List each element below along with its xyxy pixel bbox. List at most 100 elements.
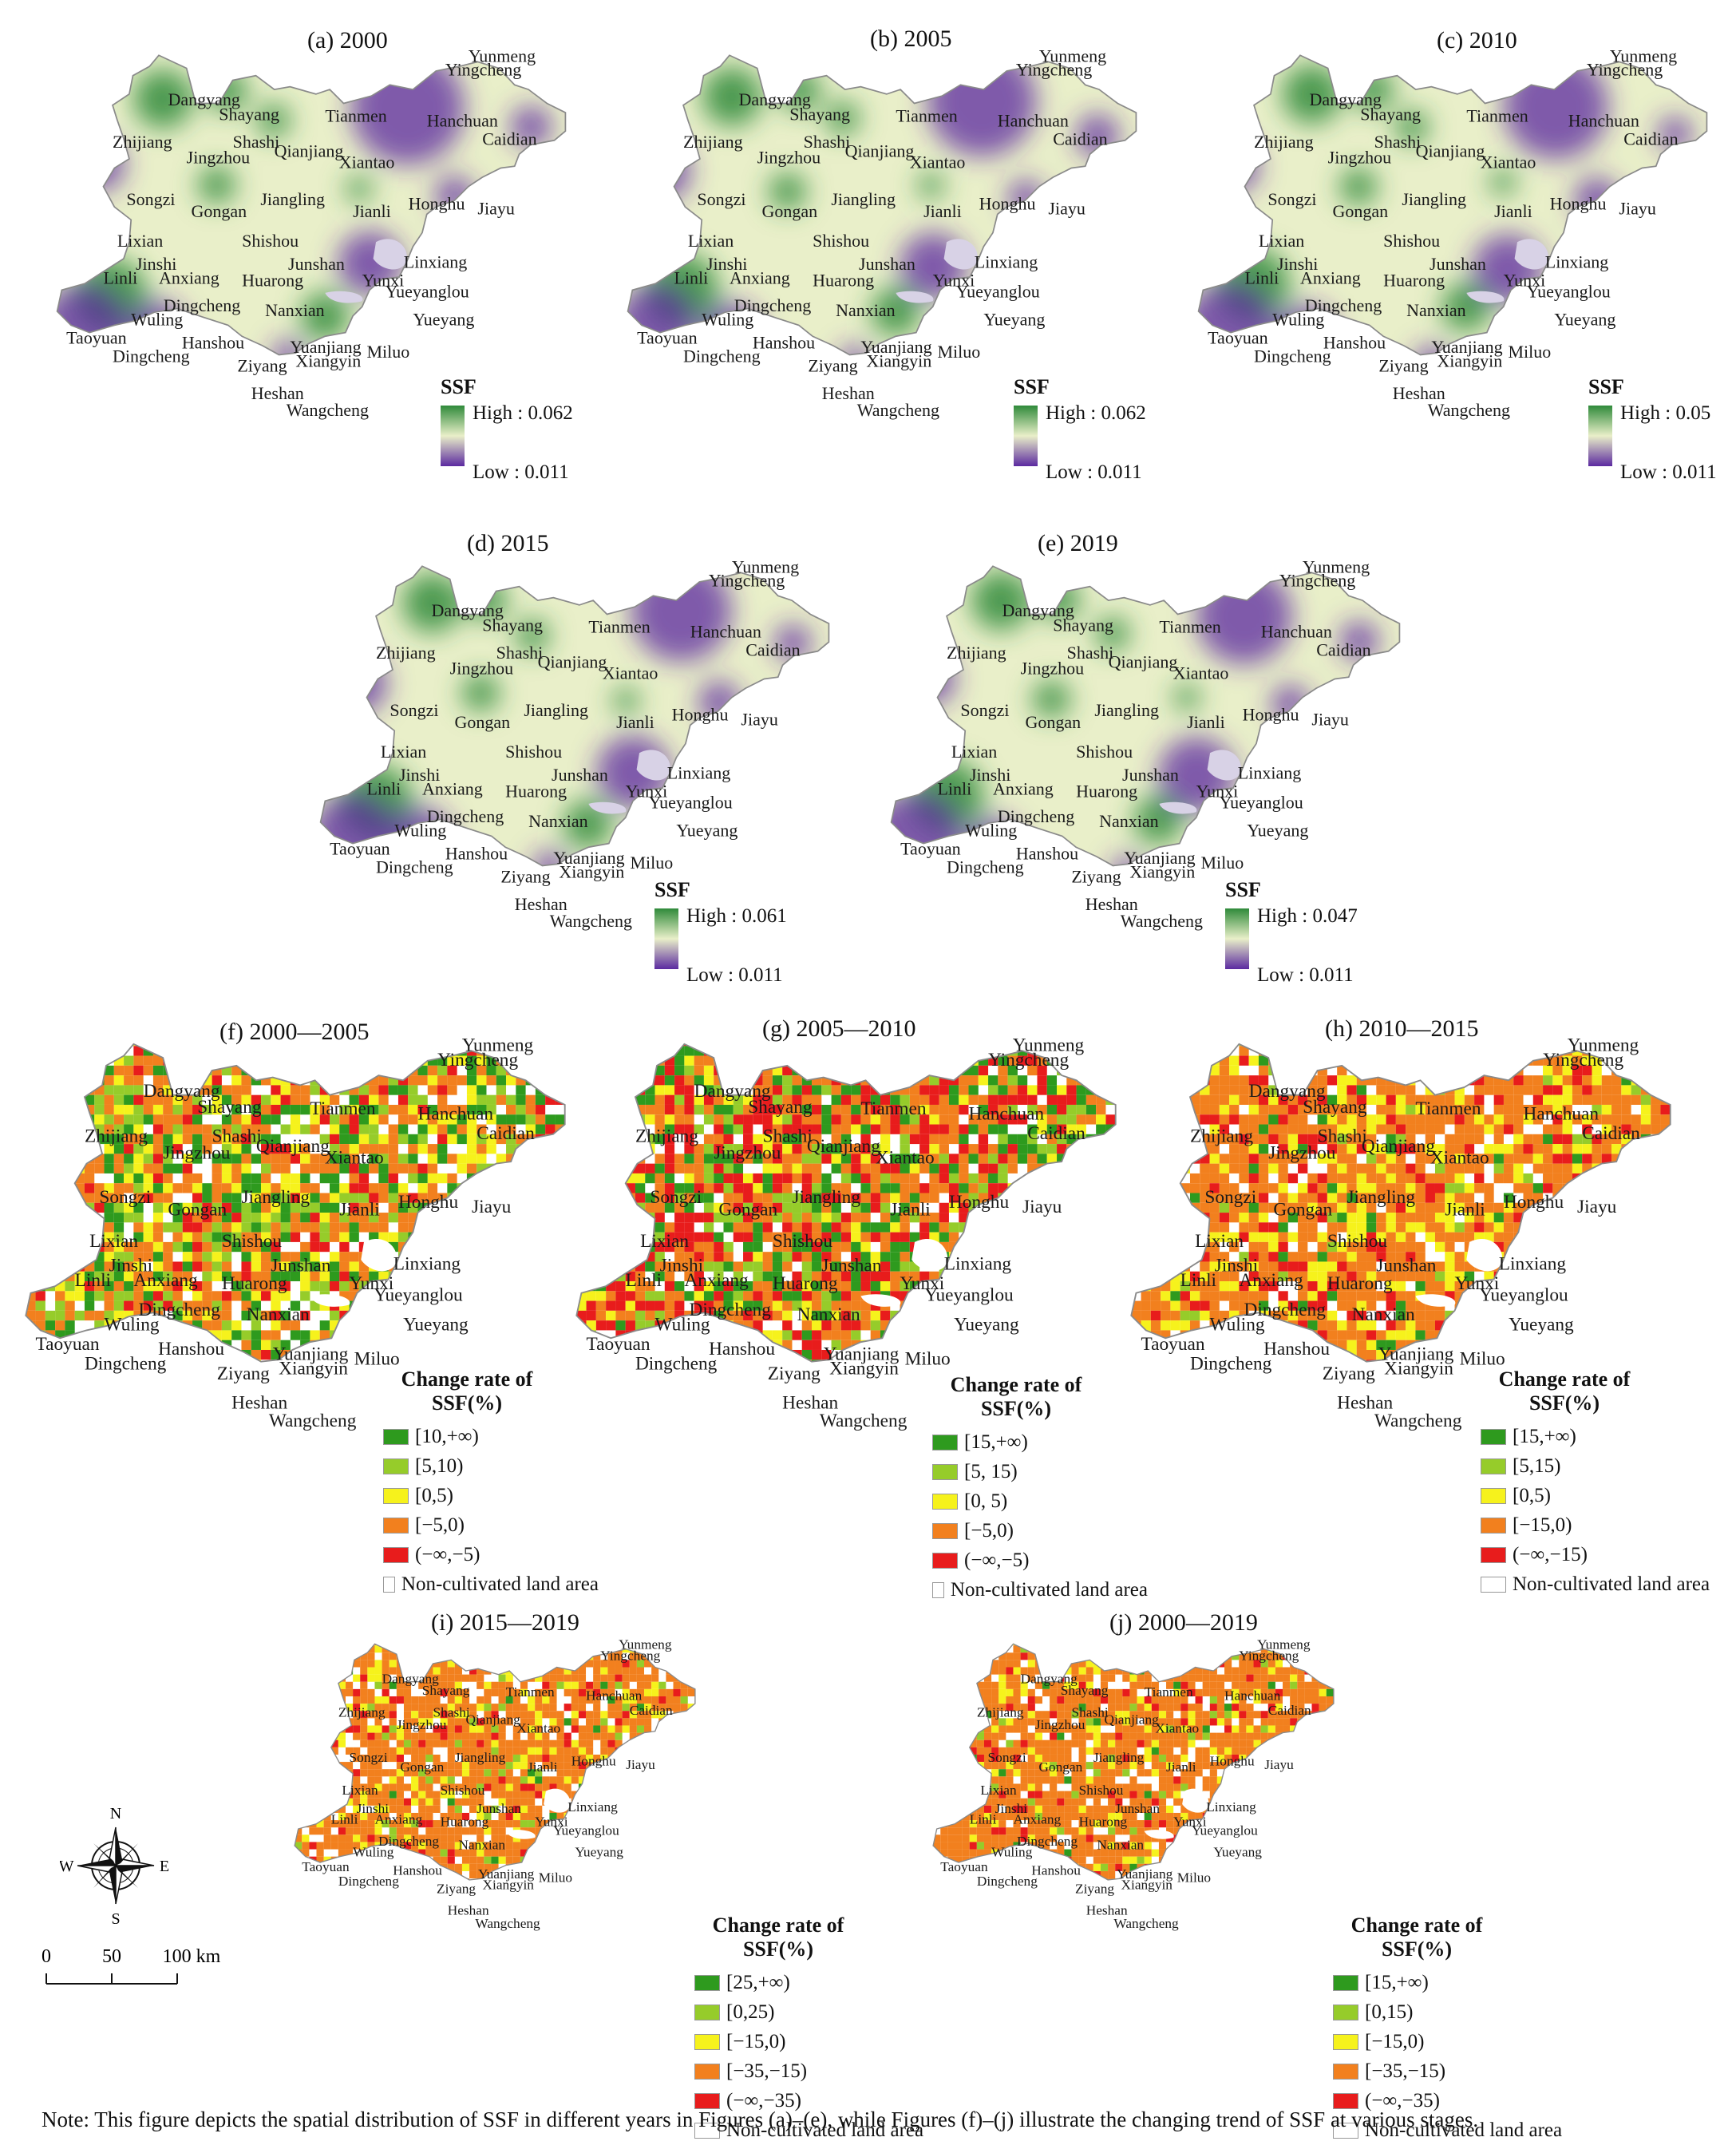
place-label: Taoyuan (1208, 328, 1267, 348)
place-label: Shashi (804, 132, 851, 152)
ssf-legend: SSF High : 0.047 Low : 0.011 (1225, 878, 1385, 998)
place-label: Hanchuan (1261, 621, 1332, 641)
place-label: Jiangling (831, 189, 896, 209)
place-label: Qianjiang (466, 1712, 521, 1728)
place-label: Yunmeng (1303, 556, 1370, 576)
place-label: Junshan (821, 1256, 882, 1276)
place-label: Yueyang (983, 309, 1045, 329)
legend-label: [−35,−15) (726, 2060, 808, 2082)
place-label: Xiantao (516, 1721, 560, 1736)
legend-swatch (383, 1576, 395, 1593)
place-label: Hanshou (445, 843, 508, 863)
place-label: Shishou (1327, 1231, 1388, 1252)
place-label: Taoyuan (900, 839, 960, 859)
place-label: Lixian (89, 1231, 138, 1252)
place-label: Xiangyin (829, 1359, 899, 1379)
place-label: Heshan (515, 894, 567, 914)
legend-title: Change rate of SSF(%) (1498, 1367, 1631, 1415)
legend-item: Non-cultivated land area (383, 1569, 599, 1599)
map-title: (h) 2010—2015 (1325, 1015, 1479, 1042)
legend-label: (−∞,−5) (964, 1549, 1030, 1571)
place-label: Honghu (672, 705, 729, 725)
legend-title: Change rate of SSF(%) (401, 1367, 533, 1415)
place-label: Yueyang (676, 820, 738, 840)
place-label: Linxiang (393, 1253, 461, 1274)
place-label: Jianli (339, 1200, 380, 1221)
place-label: Qianjiang (1109, 652, 1178, 672)
place-label: Wuling (702, 309, 753, 329)
place-label: Caidian (1268, 1703, 1311, 1718)
place-label: Zhijiang (977, 1705, 1024, 1720)
legend-label: [5, 15) (964, 1460, 1018, 1482)
place-label: Yuanjiang (824, 1344, 900, 1364)
place-label: Linli (103, 267, 137, 287)
place-label: Tianmen (1415, 1098, 1481, 1119)
place-label: Jianli (923, 201, 962, 221)
place-label: Ziyang (1323, 1363, 1375, 1384)
place-label: Dangyang (1249, 1081, 1326, 1102)
place-label: Linxiang (975, 252, 1038, 272)
place-label: Lixian (1259, 231, 1304, 251)
place-label: Shashi (1374, 132, 1422, 152)
place-label: Shayang (1303, 1097, 1367, 1118)
place-label: Shishou (242, 231, 299, 251)
place-label: Gongan (1038, 1759, 1082, 1775)
place-label: Shayang (748, 1097, 813, 1118)
place-label: Lixian (1195, 1231, 1244, 1252)
place-label: Shishou (505, 742, 562, 762)
map-panel-d: Yunmeng Yingcheng Dangyang Shayang Tianmen Ha… (295, 527, 854, 998)
place-label: Linli (1244, 267, 1279, 287)
place-label: Anxiang (1300, 267, 1361, 287)
region-outline (294, 1643, 696, 1881)
legend-label: Non-cultivated land area (950, 1578, 1148, 1601)
map-panel-f: Yunmeng Yingcheng Dangyang Shayang Tianmen Ha… (0, 1004, 599, 1611)
compass-s: S (111, 1910, 120, 1925)
place-label: Dangyang (168, 89, 240, 109)
place-label: Jianli (1166, 1759, 1196, 1775)
place-label: Yunmeng (1013, 1035, 1085, 1055)
legend-item: [0,5) (1481, 1481, 1736, 1510)
place-label: Miluo (1460, 1348, 1505, 1369)
place-label: Shayang (789, 104, 850, 124)
place-label: Dingcheng (1244, 1300, 1327, 1320)
place-label: Jingzhou (1268, 1143, 1336, 1164)
place-label: Hanshou (182, 332, 244, 352)
place-label: Dangyang (739, 89, 811, 109)
legend-item: (−∞,−35) (1333, 2086, 1564, 2115)
place-label: Anxiang (1013, 1812, 1061, 1827)
legend-high-label: High : 0.062 (1046, 402, 1146, 424)
legend-item: [−15,0) (1481, 1510, 1736, 1540)
legend-swatch (694, 2063, 720, 2080)
region-outline (1197, 54, 1708, 356)
legend-title: Change rate of SSF(%) (1350, 1914, 1483, 1961)
place-label: Wuling (131, 309, 183, 329)
legend-title: SSF (1588, 375, 1624, 398)
place-label: Shashi (763, 1126, 813, 1147)
legend-low-label: Low : 0.011 (686, 964, 783, 986)
place-label: Dangyang (1310, 89, 1382, 109)
place-label: Xiangyin (559, 861, 624, 881)
place-label: Nanxian (1352, 1304, 1415, 1325)
map-panel-e: Yunmeng Yingcheng Dangyang Shayang Tianmen Ha… (866, 527, 1425, 998)
place-label: Wangcheng (1374, 1411, 1462, 1431)
place-label: Yingcheng (1279, 571, 1355, 591)
place-label: Tianmen (1466, 106, 1528, 126)
legend-item: [15,+∞) (932, 1427, 1148, 1457)
place-label: Huarong (505, 782, 567, 801)
place-label: Dingcheng (139, 1300, 221, 1320)
legend-swatch (694, 2092, 720, 2109)
place-label: Shayang (1053, 615, 1113, 635)
place-label: Honghu (1550, 194, 1607, 214)
place-label: Yunxi (900, 1273, 945, 1294)
place-label: Wuling (1210, 1314, 1265, 1335)
place-label: Jiayu (1048, 198, 1085, 218)
place-label: Hanchuan (1224, 1688, 1281, 1704)
place-label: Jiangling (792, 1187, 860, 1208)
place-label: Heshan (251, 383, 304, 403)
place-label: Gongan (454, 712, 510, 732)
legend-swatch (1333, 2063, 1358, 2080)
legend-item: [−5,0) (932, 1516, 1148, 1545)
legend-low-label: Low : 0.011 (1620, 461, 1717, 483)
place-label: Dingcheng (164, 295, 241, 315)
